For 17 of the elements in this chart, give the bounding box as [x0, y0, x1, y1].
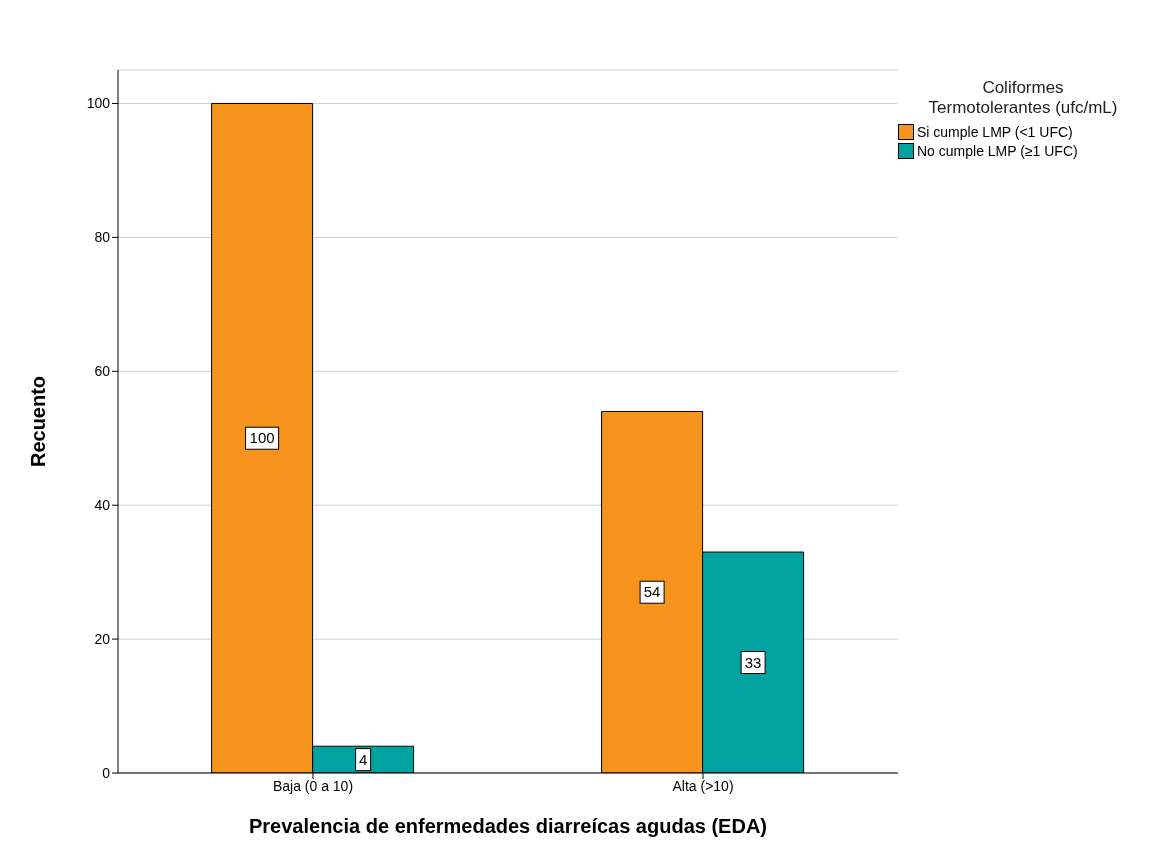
- y-tick-label: 60: [94, 363, 111, 380]
- y-tick-label: 20: [94, 631, 111, 648]
- legend-label: Si cumple LMP (<1 UFC): [917, 124, 1073, 140]
- data-label: 100: [249, 429, 275, 447]
- y-tick-label: 80: [94, 229, 111, 246]
- y-tick-label: 40: [94, 497, 111, 514]
- data-label: 54: [643, 583, 661, 601]
- y-axis-title: Recuento: [27, 375, 50, 468]
- y-tick-label: 100: [86, 95, 111, 112]
- legend-label: No cumple LMP (≥1 UFC): [917, 143, 1078, 159]
- y-tick-label: 0: [102, 764, 111, 781]
- x-tick-label: Alta (>10): [672, 777, 734, 794]
- legend-title: Coliformes Termotolerantes (ufc/mL): [928, 78, 1118, 118]
- data-label: 4: [358, 750, 368, 768]
- x-tick-label: Baja (0 a 10): [272, 777, 354, 794]
- x-axis-title: Prevalencia de enfermedades diarreícas agudas (EDA): [248, 815, 768, 837]
- data-label: 33: [744, 653, 762, 671]
